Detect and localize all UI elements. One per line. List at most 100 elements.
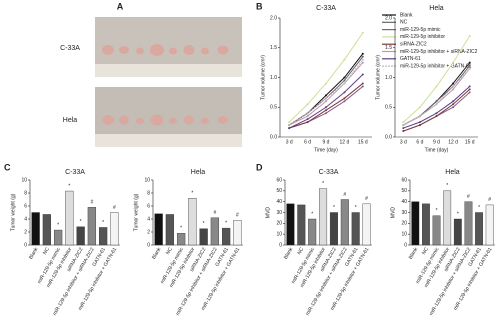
panel-label: C	[4, 162, 11, 172]
series-line	[403, 86, 471, 129]
point	[435, 85, 438, 88]
x-tick-label: NC	[165, 246, 174, 256]
y-tick-label: 0.5	[270, 105, 277, 111]
x-tick-label: NC	[421, 246, 430, 256]
point	[343, 76, 346, 79]
point	[306, 115, 309, 118]
point	[468, 88, 471, 91]
point	[452, 61, 455, 64]
y-tick-label: 30	[276, 210, 282, 216]
x-tick-label: Blank	[151, 246, 163, 260]
panel-label: B	[256, 1, 263, 11]
point	[343, 91, 346, 94]
y-tick-label: 40	[276, 199, 282, 205]
significance-marker: *	[225, 220, 227, 226]
y-tick-label: 6	[24, 203, 27, 209]
bar	[154, 213, 163, 246]
point	[343, 100, 346, 103]
y-axis-label: Tumor weight (g)	[133, 193, 139, 231]
y-tick-label: 1.5	[270, 45, 277, 51]
point	[325, 82, 327, 85]
series-line	[288, 56, 364, 126]
significance-marker: #	[113, 205, 116, 211]
chart-title: Hela	[191, 169, 206, 176]
y-axis-label: MVD	[265, 207, 271, 219]
y-tick-label: 10	[276, 231, 282, 237]
point	[402, 130, 405, 133]
x-axis-label: Time (day)	[314, 147, 338, 153]
bar	[221, 227, 231, 246]
y-tick-label: 6	[147, 203, 150, 209]
y-tick-label: 50	[276, 188, 282, 194]
significance-marker: *	[191, 191, 193, 197]
point	[361, 55, 364, 58]
bar	[464, 201, 473, 246]
point	[306, 118, 309, 121]
y-axis-label: Tumor weight (g)	[10, 193, 16, 231]
point	[306, 103, 309, 106]
point	[325, 100, 327, 103]
point	[452, 103, 455, 106]
point	[468, 91, 471, 94]
bar	[443, 190, 452, 246]
point	[468, 85, 471, 88]
y-tick-label: 60	[401, 177, 407, 183]
point	[452, 82, 455, 85]
y-tick-label: 2	[24, 229, 27, 235]
bar	[453, 218, 462, 246]
x-tick-label: 3 d	[400, 139, 407, 145]
bar	[340, 199, 349, 246]
point	[435, 100, 438, 103]
point	[361, 61, 364, 64]
significance-marker: *	[355, 205, 357, 211]
series-line	[288, 62, 364, 126]
significance-marker: *	[478, 205, 480, 211]
point	[361, 31, 364, 34]
point	[361, 73, 364, 76]
point	[343, 97, 346, 100]
bar	[98, 227, 108, 246]
bar	[351, 212, 360, 246]
y-tick-label: 50	[401, 188, 407, 194]
significance-marker: #	[236, 213, 239, 219]
point	[435, 112, 438, 115]
y-axis-label: MVD	[390, 207, 396, 219]
bar	[87, 207, 97, 246]
point	[325, 97, 327, 100]
bar	[65, 190, 74, 246]
chart-title: Hela	[445, 169, 460, 176]
bar	[308, 218, 317, 246]
chart-title: Hela	[429, 5, 444, 12]
bar	[110, 212, 119, 246]
photo-label: C-33A	[60, 45, 80, 52]
point	[452, 88, 455, 91]
chart-title: C-33A	[319, 169, 339, 176]
chart-title: C-33A	[65, 169, 85, 176]
bar	[76, 226, 85, 246]
significance-marker: #	[488, 197, 491, 203]
point	[468, 34, 471, 37]
significance-marker: #	[213, 210, 216, 216]
x-tick-label: 3 d	[286, 139, 293, 145]
bar	[199, 228, 208, 246]
y-tick-label: 10	[401, 231, 407, 237]
significance-marker: *	[180, 226, 182, 232]
significance-marker: #	[343, 192, 346, 198]
significance-marker: *	[57, 222, 59, 228]
bar	[329, 212, 338, 246]
y-tick-label: 60	[276, 177, 282, 183]
x-tick-label: 15 d	[358, 139, 368, 145]
y-tick-label: 0.5	[385, 105, 392, 111]
panel-label: D	[256, 162, 263, 172]
series-line	[289, 83, 364, 129]
y-tick-label: 2	[147, 229, 150, 235]
x-tick-label: Blank	[408, 246, 420, 260]
tumor-photos	[95, 17, 242, 147]
y-tick-label: 0	[147, 242, 150, 248]
point	[361, 58, 364, 61]
legend-label: Blank	[400, 12, 413, 18]
bar	[411, 201, 420, 246]
point	[361, 82, 364, 85]
significance-marker: *	[457, 211, 459, 217]
